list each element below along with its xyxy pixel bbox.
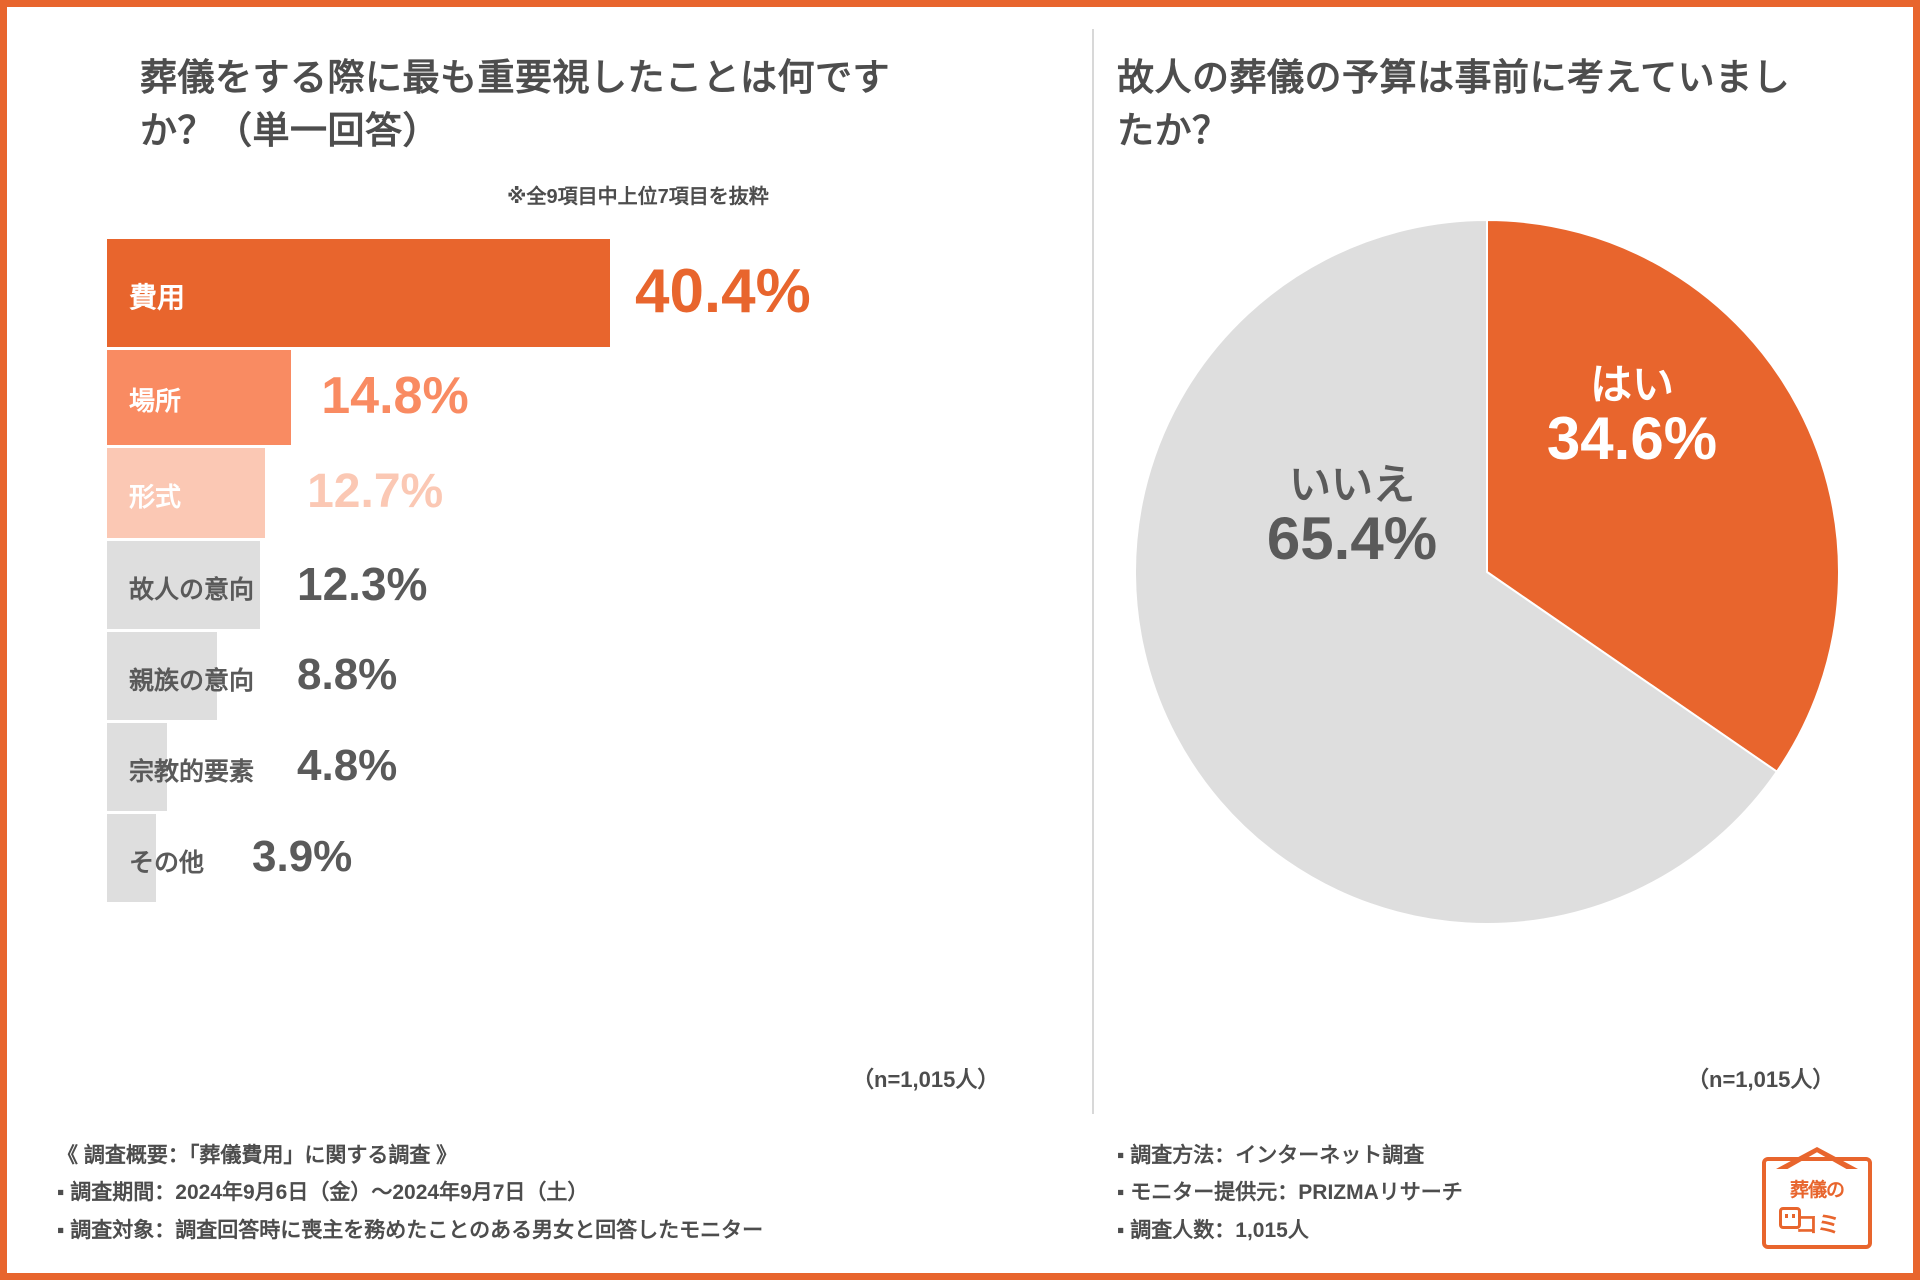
bar-category-label: その他 <box>129 848 205 877</box>
bar-value-label: 14.8% <box>321 367 469 426</box>
right-panel: 故人の葬儀の予算は事前に考えていましたか？ はい 34.6% いいえ 65.4%… <box>1092 7 1920 1127</box>
bar-category-label: 費用 <box>129 281 186 313</box>
bar-value-label: 8.8% <box>297 650 398 700</box>
bar-category-label: 形式 <box>129 481 182 512</box>
bar-6 <box>107 723 167 811</box>
logo-line-1: 葬儀の <box>1789 1180 1845 1201</box>
right-question-title: 故人の葬儀の予算は事前に考えていましたか？ <box>1117 57 1791 151</box>
footer: 《 調査概要：「葬儀費用」に関する調査 》 ▪ 調査期間：2024年9月6日（金… <box>7 1127 1913 1280</box>
bar-1 <box>107 239 610 347</box>
bar-category-label: 場所 <box>129 386 182 417</box>
column-divider <box>1092 29 1094 1114</box>
bar-category-label: 親族の意向 <box>129 666 255 695</box>
left-panel: 葬儀をする際に最も重要視したことは何ですか？（単一回答） ※全9項目中上位7項目… <box>7 7 1092 1127</box>
pie-chart: はい 34.6% いいえ 65.4% <box>1127 212 1847 932</box>
pie-slice-はい <box>1486 218 1840 774</box>
footer-left-column: 《 調査概要：「葬儀費用」に関する調査 》 ▪ 調査期間：2024年9月6日（金… <box>57 1137 1077 1249</box>
logo-frame <box>1762 1157 1872 1249</box>
bar-2 <box>107 350 292 445</box>
footer-line: ▪ 調査人数：1,015人 <box>1117 1218 1309 1242</box>
bar-value-label: 3.9% <box>252 832 353 882</box>
bar-value-label: 4.8% <box>297 741 398 791</box>
right-sample-size: （n=1,015人） <box>1687 1067 1835 1092</box>
bar-chart: 費用 40.4% 場所 14.8% 形式 12.7% 故人の意向 12.3% 親族の意向 8.8%… <box>107 239 1007 902</box>
left-sample-size: （n=1,015人） <box>852 1067 1000 1092</box>
pie-label-no-value: 65.4% <box>1266 505 1438 573</box>
left-question-title: 葬儀をする際に最も重要視したことは何ですか？（単一回答） <box>140 57 890 151</box>
pie-label-no: いいえ 65.4% <box>1237 462 1467 572</box>
bar-value-label: 12.7% <box>307 465 444 519</box>
brand-logo: 葬儀の コミ <box>1762 1147 1872 1249</box>
logo-line-2: コミ <box>1795 1211 1840 1237</box>
bar-value-label: 12.3% <box>297 558 428 611</box>
bar-value-label: 40.4% <box>634 256 811 326</box>
left-question-note: ※全9項目中上位7項目を抜粋 <box>507 186 769 208</box>
smiley-face-icon <box>1779 1207 1801 1229</box>
bar-3 <box>107 448 266 538</box>
footer-right-column: ▪ 調査方法：インターネット調査 ▪ モニター提供元：PRIZMAリサーチ ▪ … <box>1117 1137 1717 1249</box>
bar-4 <box>107 541 261 629</box>
pie-slice-いいえ <box>1134 218 1779 925</box>
pie-label-yes-value: 34.6% <box>1546 405 1718 473</box>
footer-line: ▪ 調査方法：インターネット調査 <box>1117 1144 1425 1167</box>
footer-line: ▪ 調査対象：調査回答時に喪主を務めたことのある男女と回答したモニター <box>57 1218 764 1242</box>
pie-label-yes-name: はい <box>1589 361 1674 408</box>
bar-category-label: 故人の意向 <box>129 575 255 604</box>
bar-category-label: 宗教的要素 <box>129 757 255 786</box>
pie-label-no-name: いいえ <box>1288 461 1415 508</box>
footer-line: ▪ 調査期間：2024年9月6日（金）〜2024年9月7日（土） <box>57 1181 589 1205</box>
footer-line: 《 調査概要：「葬儀費用」に関する調査 》 <box>57 1144 458 1167</box>
pie-chart-svg <box>1134 218 1840 925</box>
bar-7 <box>107 814 156 902</box>
footer-line: ▪ モニター提供元：PRIZMAリサーチ <box>1117 1181 1463 1205</box>
pie-label-yes: はい 34.6% <box>1527 362 1737 472</box>
bar-5 <box>107 632 217 720</box>
